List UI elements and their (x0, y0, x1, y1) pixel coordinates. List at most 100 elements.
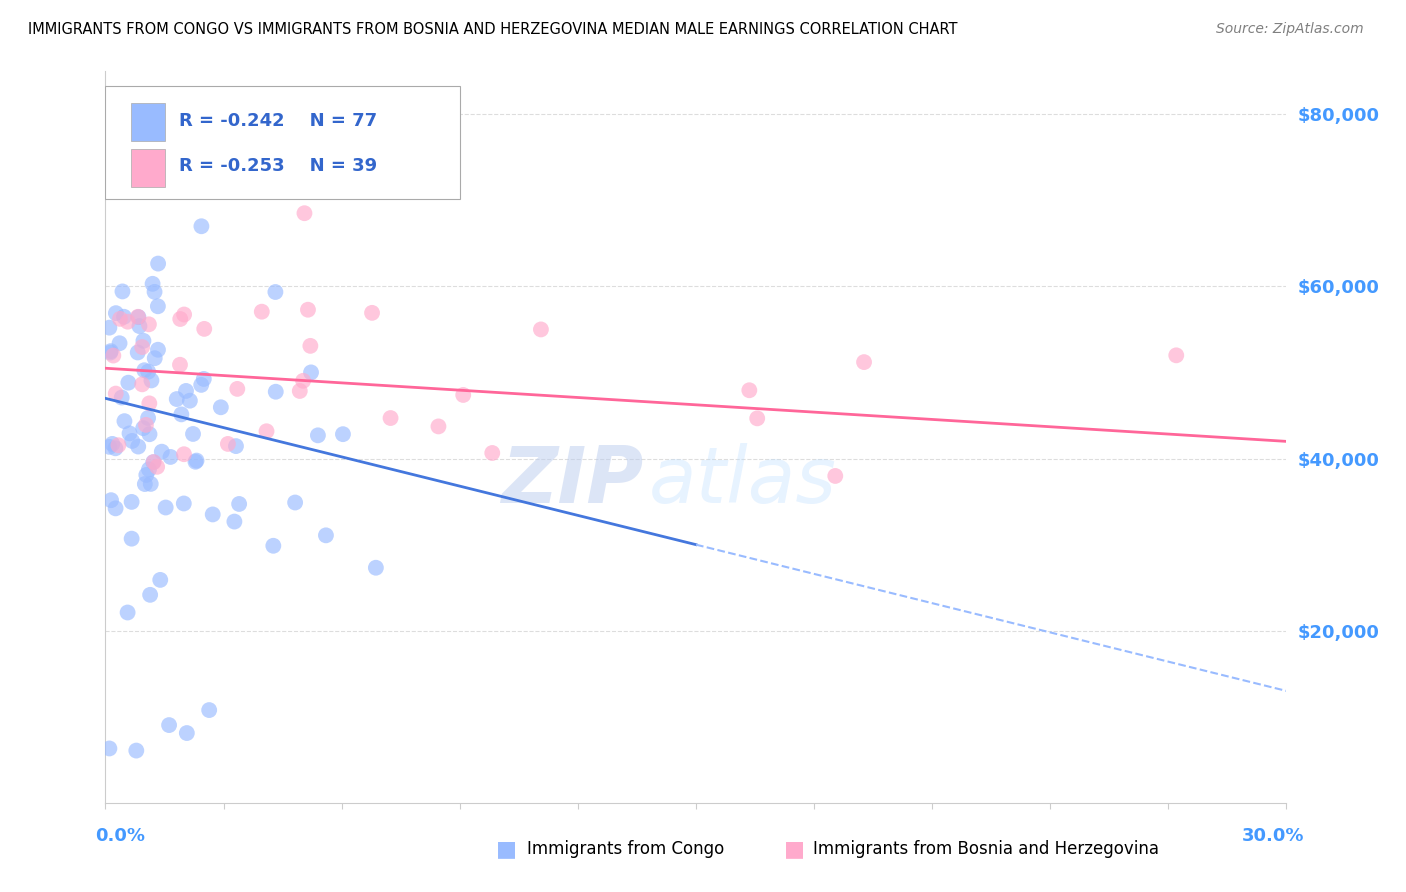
Point (98, 345, 121, 359)
Point (134, 477, 156, 491)
Point (179, 393, 201, 408)
Point (173, 447, 195, 461)
Point (209, 401, 232, 415)
Point (166, 392, 188, 406)
Point (193, 322, 215, 336)
Point (114, 414, 136, 428)
Point (184, 455, 207, 469)
Point (226, 382, 249, 396)
Point (121, 495, 143, 509)
Point (143, 351, 166, 366)
Point (125, 743, 148, 757)
Point (264, 384, 287, 399)
Text: ■: ■ (496, 839, 516, 859)
Point (107, 438, 129, 452)
Point (112, 310, 135, 324)
Point (190, 377, 212, 392)
Point (176, 726, 198, 740)
FancyBboxPatch shape (131, 103, 165, 141)
Point (181, 426, 204, 441)
Point (98, 741, 121, 756)
Text: Immigrants from Bosnia and Herzegovina: Immigrants from Bosnia and Herzegovina (813, 840, 1159, 858)
Point (146, 343, 169, 357)
Point (284, 495, 307, 509)
FancyBboxPatch shape (105, 86, 460, 200)
Point (150, 444, 173, 458)
Point (824, 469, 846, 483)
Text: IMMIGRANTS FROM CONGO VS IMMIGRANTS FROM BOSNIA AND HERZEGOVINA MEDIAN MALE EARN: IMMIGRANTS FROM CONGO VS IMMIGRANTS FROM… (28, 22, 957, 37)
Point (155, 500, 177, 515)
Point (292, 374, 315, 388)
Point (142, 455, 165, 469)
Point (427, 419, 450, 434)
Point (104, 501, 127, 516)
Point (138, 396, 160, 410)
Point (262, 539, 284, 553)
Point (108, 336, 131, 351)
Point (747, 411, 769, 425)
Point (139, 476, 162, 491)
Point (256, 424, 278, 438)
Point (299, 339, 322, 353)
Point (146, 256, 169, 270)
Point (159, 450, 181, 464)
Point (173, 496, 195, 510)
Point (217, 437, 239, 451)
Point (228, 497, 250, 511)
Point (170, 408, 193, 422)
Point (139, 588, 162, 602)
Point (299, 365, 322, 379)
Point (451, 388, 474, 402)
Point (361, 306, 384, 320)
Point (103, 349, 125, 363)
Point (201, 508, 224, 522)
Point (224, 515, 246, 529)
Point (146, 299, 169, 313)
Text: 30.0%: 30.0% (1243, 827, 1305, 845)
Point (138, 318, 160, 332)
Point (173, 308, 195, 322)
Point (127, 345, 149, 359)
Point (853, 355, 876, 369)
Point (138, 462, 160, 476)
Point (136, 365, 159, 379)
Point (141, 373, 163, 387)
Point (169, 358, 191, 372)
Point (101, 437, 124, 451)
Point (174, 384, 197, 398)
Point (104, 306, 127, 320)
Point (143, 285, 166, 299)
Point (100, 344, 122, 359)
Point (198, 703, 221, 717)
Point (332, 427, 354, 442)
Point (142, 455, 165, 469)
Point (100, 493, 122, 508)
Point (111, 391, 134, 405)
Point (146, 459, 169, 474)
Text: atlas: atlas (648, 443, 837, 519)
Point (117, 315, 139, 329)
Point (104, 442, 127, 456)
Point (128, 319, 150, 334)
Point (190, 219, 212, 234)
Point (530, 322, 553, 336)
Text: Immigrants from Congo: Immigrants from Congo (527, 840, 724, 858)
Point (481, 446, 503, 460)
Point (98, 440, 121, 454)
Point (127, 310, 149, 325)
Point (132, 334, 155, 348)
Text: 0.0%: 0.0% (96, 827, 146, 845)
Point (380, 411, 402, 425)
Point (104, 386, 127, 401)
Point (135, 467, 157, 482)
Point (136, 411, 159, 425)
Text: R = -0.242    N = 77: R = -0.242 N = 77 (179, 112, 377, 130)
Point (131, 377, 153, 392)
Point (364, 560, 387, 574)
Text: Source: ZipAtlas.com: Source: ZipAtlas.com (1216, 22, 1364, 37)
Text: ZIP: ZIP (501, 443, 643, 519)
Point (186, 453, 208, 467)
Point (131, 340, 153, 354)
Point (142, 277, 165, 291)
FancyBboxPatch shape (131, 149, 165, 187)
